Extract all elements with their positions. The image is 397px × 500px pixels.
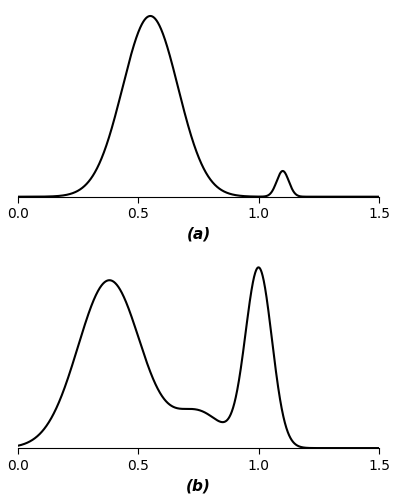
X-axis label: (b): (b) [186,478,211,493]
X-axis label: (a): (a) [186,226,210,242]
